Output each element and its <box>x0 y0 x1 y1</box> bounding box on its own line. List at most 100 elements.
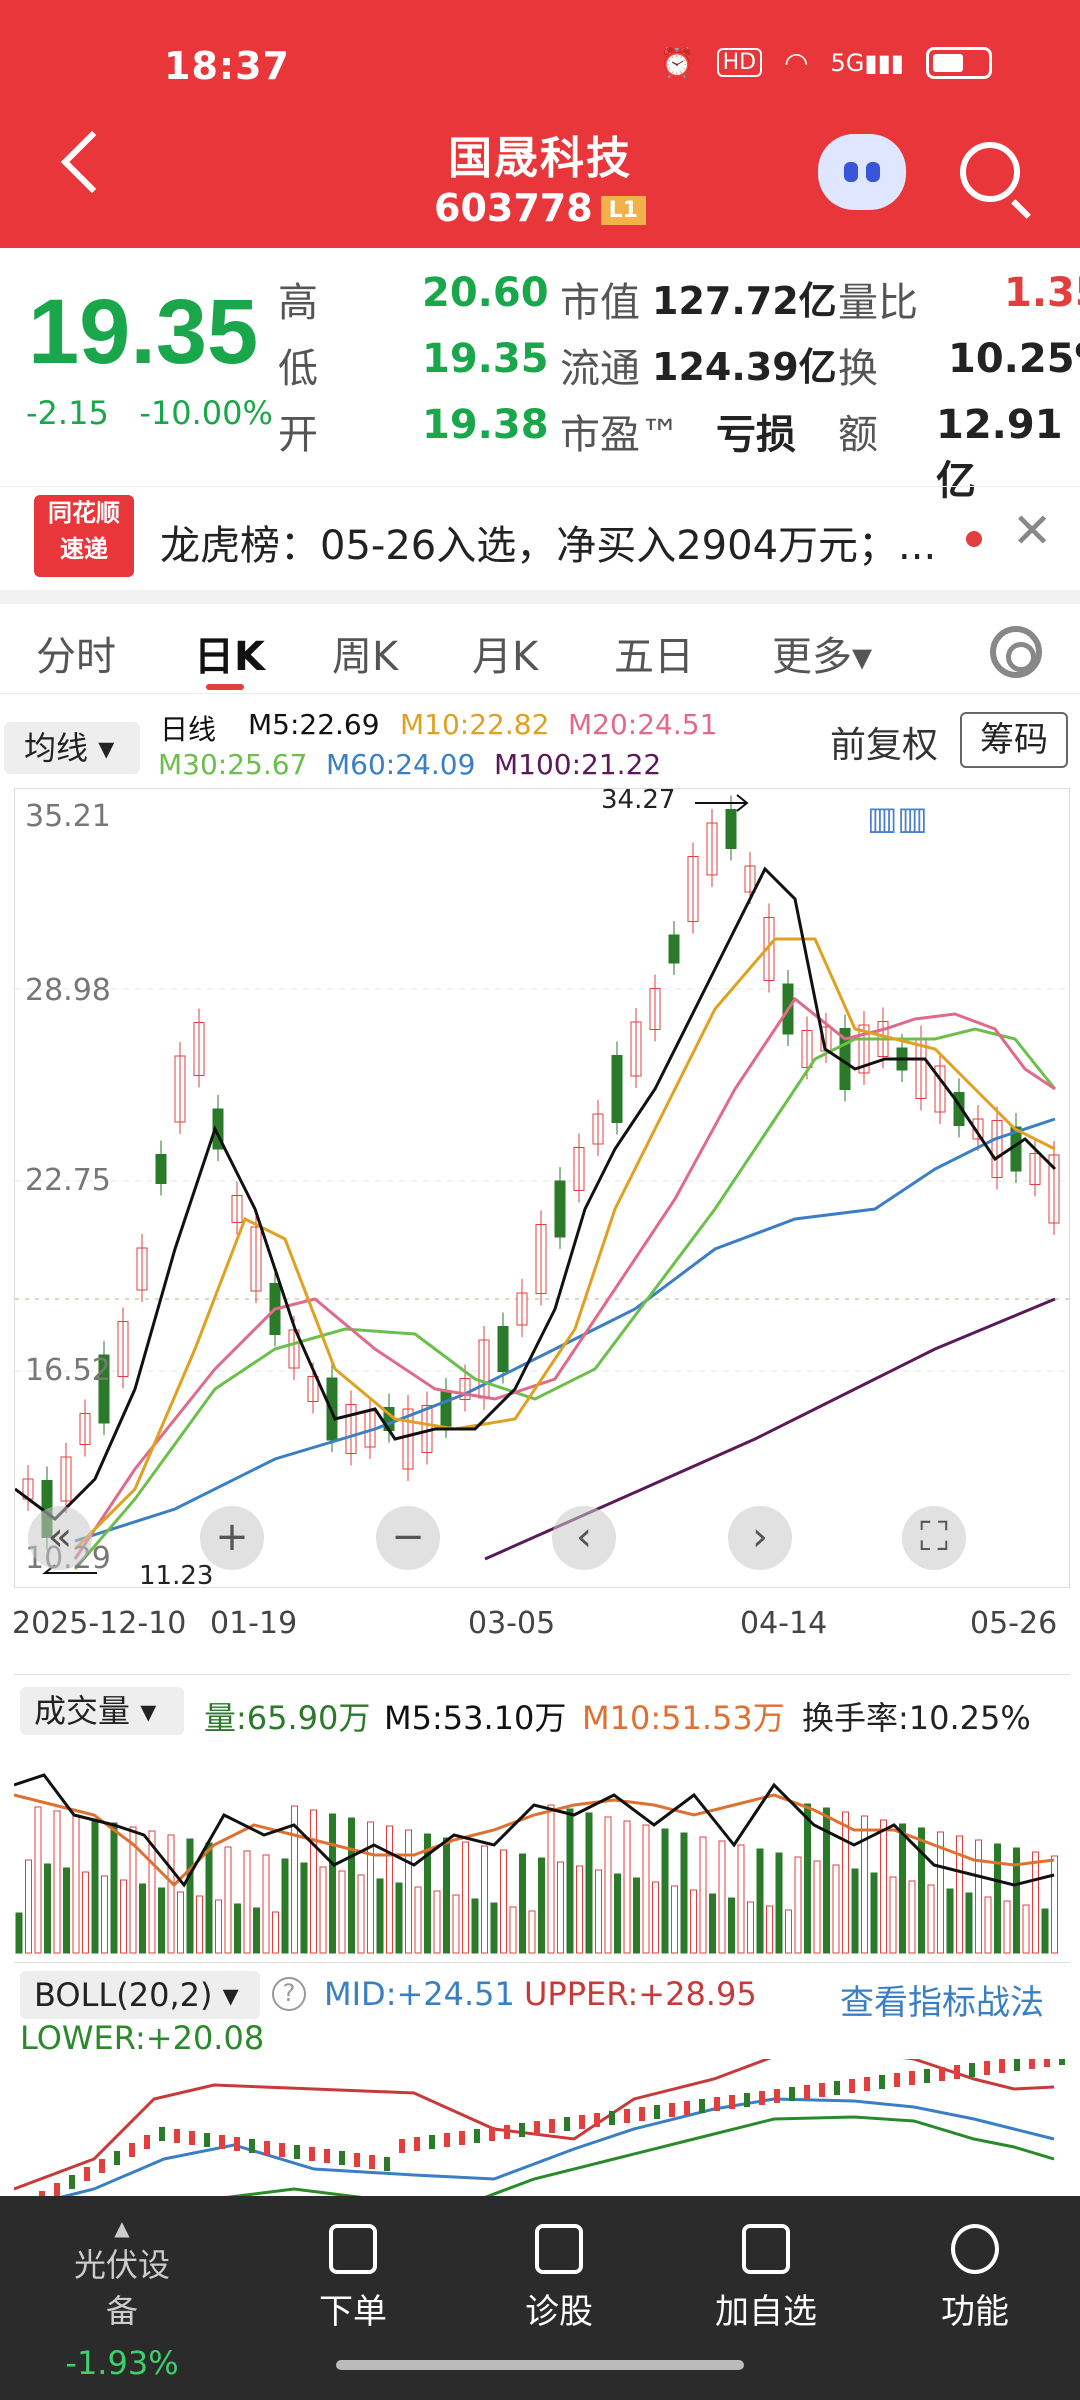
boll-candle <box>744 2093 750 2107</box>
boll-svg <box>14 2059 1065 2199</box>
volume-bar <box>576 1865 583 1954</box>
boll-candle <box>849 2079 855 2093</box>
volume-bar <box>709 1893 716 1954</box>
boll-candle <box>444 2133 450 2147</box>
news-ticker[interactable]: 同花顺 速递 龙虎榜：05-26入选，净买入2904万元；... ✕ <box>0 486 1080 590</box>
boll-candle <box>489 2127 495 2141</box>
low-label: 低 <box>278 346 318 392</box>
news-text[interactable]: 龙虎榜：05-26入选，净买入2904万元；... <box>160 523 937 569</box>
tab-monthly-k[interactable]: 月K <box>472 634 539 680</box>
sector-name: 光伏设备 <box>73 2246 170 2330</box>
volume-chart[interactable]: 成交量 ▾ 量:65.90万 M5:53.10万 M10:51.53万 换手率:… <box>14 1674 1070 1954</box>
boll-chart[interactable]: BOLL(20,2) ▾ ? MID:+24.51 UPPER:+28.95 查… <box>14 1962 1070 2199</box>
change-pct: -10.00% <box>139 394 273 432</box>
volume-bar <box>291 1805 298 1954</box>
chart-type-icon[interactable]: ▥▥ <box>867 799 928 837</box>
volume-bar <box>338 1870 346 1954</box>
volume-bar <box>747 1901 754 1954</box>
volume-bar <box>272 1911 279 1954</box>
turnover-value: 10.25% <box>948 336 1080 382</box>
volume-bar <box>557 1861 564 1954</box>
boll-candle <box>549 2119 555 2133</box>
volume-bar <box>357 1874 365 1954</box>
volume-bar <box>500 1849 507 1954</box>
kline-chart[interactable]: 35.21 28.98 22.75 16.52 10.29 34.27 11.2… <box>14 785 1071 1591</box>
news-logo: 同花顺 速递 <box>34 495 134 577</box>
ai-robot-icon[interactable] <box>818 134 906 210</box>
fullscreen-icon[interactable]: ⛶ <box>902 1506 966 1570</box>
tab-more[interactable]: 更多▾ <box>772 634 873 680</box>
volume-header: 成交量 ▾ 量:65.90万 M5:53.10万 M10:51.53万 换手率:… <box>14 1683 1070 1737</box>
boll-candle <box>969 2063 975 2077</box>
tab-five-day[interactable]: 五日 <box>614 634 694 680</box>
ma20-value: M20:24.51 <box>568 708 718 741</box>
boll-candle <box>939 2067 945 2081</box>
zoom-in-icon[interactable]: + <box>200 1506 264 1570</box>
open-value: 19.38 <box>422 402 549 448</box>
adjust-mode[interactable]: 前复权 <box>830 725 939 766</box>
boll-candle <box>699 2099 705 2113</box>
add-watchlist-button[interactable]: 加自选 <box>706 2224 826 2333</box>
ma-button-label: 均线 <box>24 729 89 767</box>
boll-candle <box>504 2125 510 2139</box>
turnover-label: 换 <box>838 346 878 392</box>
stock-code: 603778 L1 <box>0 186 1080 230</box>
volume-dropdown-button[interactable]: 成交量 ▾ <box>20 1687 184 1735</box>
open-label: 开 <box>278 412 318 458</box>
status-icons: ⏰ HD ◠ 5G▮▮▮ <box>660 46 992 79</box>
volume-bar <box>395 1882 403 1954</box>
y-tick: 28.98 <box>25 973 111 1008</box>
x-tick: 2025-12-10 <box>12 1606 187 1641</box>
settings-gear-icon[interactable] <box>990 626 1042 678</box>
volume-bar <box>813 1860 821 1954</box>
volume-bar <box>823 1807 830 1954</box>
functions-button[interactable]: 功能 <box>930 2224 1020 2333</box>
order-button[interactable]: 下单 <box>308 2224 398 2333</box>
boll-candle <box>459 2131 465 2145</box>
diagnose-button[interactable]: 诊股 <box>514 2224 604 2333</box>
help-icon[interactable]: ? <box>272 1977 306 2011</box>
boll-candle <box>354 2153 360 2167</box>
sector-widget[interactable]: ▲ 光伏设备 -1.93% <box>62 2216 182 2382</box>
boll-candle <box>999 2059 1005 2073</box>
tab-daily-k[interactable]: 日K <box>194 634 265 680</box>
search-icon[interactable] <box>960 142 1020 202</box>
wifi-icon: ◠ <box>784 46 809 79</box>
zoom-out-icon[interactable]: − <box>376 1506 440 1570</box>
prev-icon[interactable]: ‹ <box>552 1506 616 1570</box>
chip-distribution-button[interactable]: 筹码 <box>960 712 1068 768</box>
kline-svg <box>14 794 1071 1574</box>
volume-bar <box>937 1831 944 1954</box>
volume-bar <box>918 1827 925 1954</box>
volume-bar <box>785 1909 792 1954</box>
boll-candle <box>594 2113 600 2127</box>
next-icon[interactable]: › <box>728 1506 792 1570</box>
boll-candle <box>729 2095 735 2109</box>
volume-bar <box>281 1858 289 1954</box>
volume-m5: M5:53.10万 <box>384 1699 567 1737</box>
indicator-strategy-link[interactable]: 查看指标战法 <box>840 1983 1044 2023</box>
stock-code-text: 603778 <box>434 186 593 230</box>
boll-candle <box>684 2101 690 2115</box>
volume-bar <box>452 1894 460 1954</box>
boll-candle <box>579 2115 585 2129</box>
close-icon[interactable]: ✕ <box>1012 503 1053 559</box>
high-marker: 34.27 <box>601 785 676 815</box>
boll-dropdown-button[interactable]: BOLL(20,2) ▾ <box>20 1971 260 2019</box>
news-logo-top: 同花顺 <box>48 499 120 527</box>
volume-bar <box>310 1809 317 1954</box>
tab-weekly-k[interactable]: 周K <box>332 634 399 680</box>
ma30-value: M30:25.67 <box>158 748 308 781</box>
volume-value: 量:65.90万 <box>204 1699 371 1737</box>
ma-dropdown-button[interactable]: 均线 ▾ <box>4 722 140 774</box>
alarm-icon: ⏰ <box>659 46 695 79</box>
boll-candle <box>519 2123 525 2137</box>
volume-bar <box>348 1817 355 1954</box>
volume-bar <box>671 1885 678 1954</box>
low-value: 19.35 <box>422 336 549 382</box>
change-value: -2.15 <box>26 394 109 432</box>
tab-intraday[interactable]: 分时 <box>36 634 116 680</box>
fast-back-icon[interactable]: « <box>28 1506 92 1570</box>
volume-bar <box>566 1808 574 1954</box>
volume-button-label: 成交量 <box>34 1692 131 1730</box>
